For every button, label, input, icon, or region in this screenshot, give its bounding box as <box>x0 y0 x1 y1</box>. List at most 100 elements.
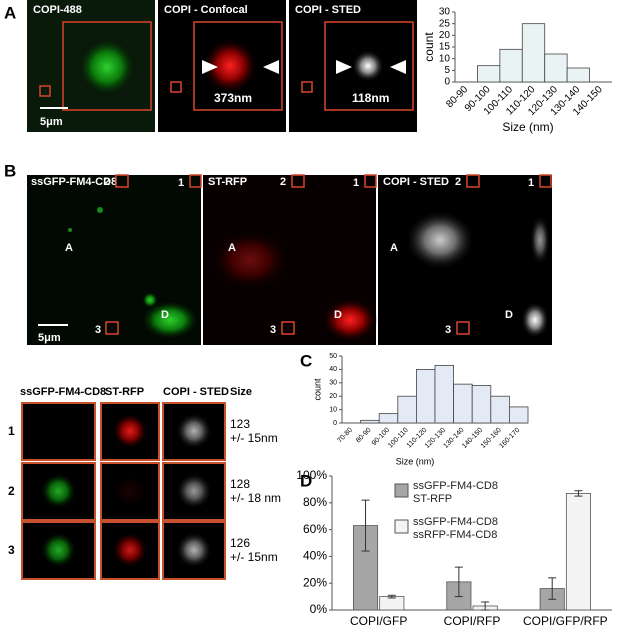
bar <box>499 48 523 83</box>
region-label: A <box>390 242 398 254</box>
bar <box>521 23 546 83</box>
y-axis-label: count <box>312 378 322 401</box>
region-label: D <box>505 309 513 321</box>
bar <box>566 67 590 83</box>
scale-bar-label: 5μm <box>40 116 63 128</box>
region-label: A <box>65 242 73 254</box>
size-error: +/- 15nm <box>230 431 278 445</box>
micrograph: COPI-488 5μm <box>27 0 155 132</box>
bar <box>415 368 436 424</box>
region-label: 1 <box>528 177 534 189</box>
blob <box>176 413 212 449</box>
x-axis-label: Size (nm) <box>502 120 553 134</box>
blob <box>176 473 212 509</box>
y-tick-label: 0 <box>333 420 337 427</box>
bar <box>397 395 417 424</box>
x-tick-label: 160-170 <box>498 427 521 450</box>
y-tick-label: 20% <box>303 575 327 589</box>
blob <box>40 532 77 568</box>
size-value: 128 <box>230 477 250 491</box>
bar <box>352 525 379 611</box>
y-tick-label: 25 <box>439 18 451 29</box>
panel-letter: C <box>300 351 312 370</box>
region-label: 1 <box>178 177 184 189</box>
legend-swatch <box>394 483 409 498</box>
image-title: ssGFP-FM4-CD8 <box>31 176 117 188</box>
region-label: D <box>334 309 342 321</box>
size-value: 123 <box>230 417 250 431</box>
bar <box>490 395 510 424</box>
panel-letter: A <box>4 3 16 22</box>
x-tick-label: 70-80 <box>336 427 354 445</box>
y-tick-label: 10 <box>439 53 451 64</box>
bar <box>544 53 568 83</box>
x-tick-label: COPI/GFP/RFP <box>523 614 608 628</box>
region-label: 3 <box>95 324 101 336</box>
legend-entry: ssGFP-FM4-CD8 ssRFP-FM4-CD8 <box>413 516 498 541</box>
region-label: 1 <box>353 177 359 189</box>
y-tick-label: 5 <box>444 65 450 76</box>
bar <box>508 406 529 424</box>
blob <box>112 532 148 568</box>
measurement: 118nm <box>352 91 389 105</box>
y-tick-label: 40 <box>329 366 337 373</box>
legend-label: ssGFP-FM4-CD8 ssRFP-FM4-CD8 <box>413 516 498 541</box>
image-title: COPI - Confocal <box>164 4 248 16</box>
row-label: 3 <box>8 543 15 557</box>
y-tick-label: 20 <box>329 393 337 400</box>
y-tick-label: 30 <box>439 7 451 18</box>
micrograph: ST-RFP 2 1 3 A D <box>203 174 378 345</box>
y-tick-label: 100% <box>296 468 327 482</box>
y-tick-label: 50 <box>329 353 337 360</box>
bar <box>378 413 399 424</box>
blob <box>40 473 77 509</box>
scale-bar-label: 5μm <box>38 332 61 344</box>
region-label: 3 <box>270 324 276 336</box>
size-error: +/- 15nm <box>230 550 278 564</box>
x-tick-label: COPI/GFP <box>350 614 407 628</box>
panel-letter: D <box>300 471 312 490</box>
region-label: 2 <box>280 176 286 188</box>
y-tick-label: 40% <box>303 549 327 563</box>
blob <box>176 532 212 568</box>
error-bar <box>387 594 396 599</box>
y-tick-label: 10 <box>329 406 337 413</box>
legend-entry: ssGFP-FM4-CD8 ST-RFP <box>413 480 498 505</box>
region-label: A <box>228 242 236 254</box>
y-tick-label: 0 <box>444 77 450 88</box>
micrograph: COPI - Confocal 373nm <box>158 0 286 132</box>
error-bar <box>454 566 463 598</box>
region-label: D <box>161 309 169 321</box>
error-bar <box>548 577 557 600</box>
bar <box>379 596 405 611</box>
error-bar <box>361 499 370 552</box>
region-label: 2 <box>455 176 461 188</box>
size-error: +/- 18 nm <box>230 491 281 505</box>
legend-swatch <box>394 519 409 534</box>
bar <box>471 385 492 424</box>
image-title: ST-RFP <box>208 176 247 188</box>
x-tick-label: COPI/RFP <box>444 614 501 628</box>
image-title: COPI-488 <box>33 4 82 16</box>
y-tick-label: 60% <box>303 522 327 536</box>
y-tick-label: 20 <box>439 30 451 41</box>
y-tick-label: 30 <box>329 380 337 387</box>
column-header: Size <box>230 386 252 398</box>
bar <box>453 383 473 424</box>
column-header: COPI - STED <box>163 386 229 398</box>
legend-label: ssGFP-FM4-CD8 ST-RFP <box>413 480 498 505</box>
y-tick-label: 80% <box>303 495 327 509</box>
row-label: 2 <box>8 484 15 498</box>
image-title: COPI - STED <box>295 4 361 16</box>
y-tick-label: 15 <box>439 42 451 53</box>
error-bar <box>481 601 490 611</box>
column-header: ssGFP-FM4-CD8 <box>20 386 106 398</box>
micrograph: COPI - STED 118nm <box>289 0 417 132</box>
row-label: 1 <box>8 424 15 438</box>
blob <box>112 413 148 449</box>
error-bar <box>574 490 583 497</box>
y-tick-label: 0% <box>310 602 328 616</box>
bar <box>360 419 380 424</box>
bar <box>434 364 455 424</box>
